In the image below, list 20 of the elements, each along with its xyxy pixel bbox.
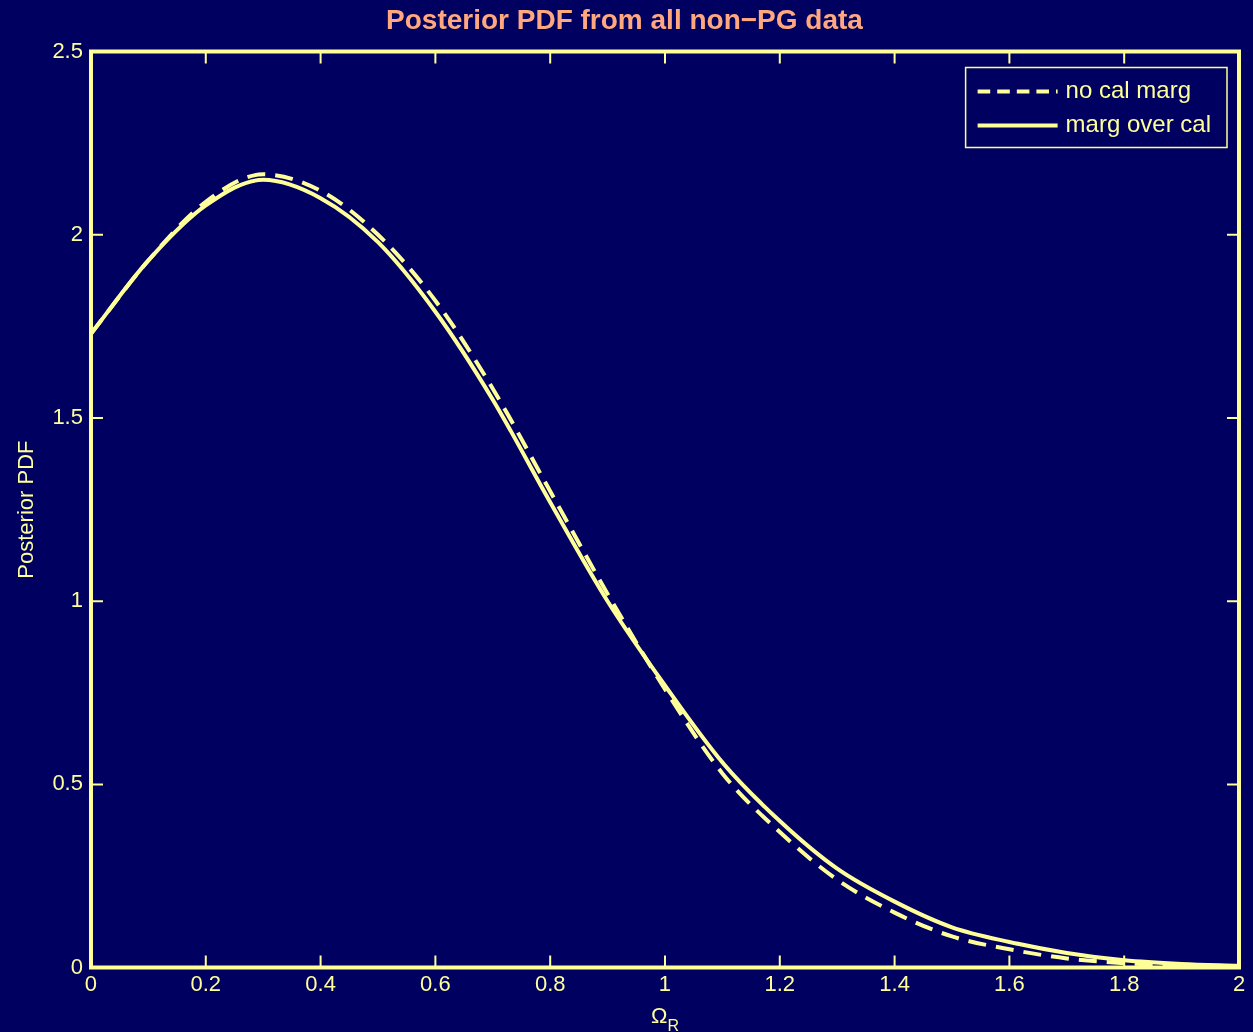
y-tick-label: 2 [70,220,83,246]
legend-label: no cal marg [1065,76,1192,104]
legend-label: marg over cal [1065,110,1212,138]
x-tick-label: 0.2 [190,970,222,996]
x-tick-label: 0.6 [420,970,451,996]
y-tick-label: 1 [70,587,83,613]
y-tick-label: 0 [70,953,83,979]
x-tick-label: 1 [658,970,672,996]
x-tick-label: 1.4 [879,970,910,996]
y-tick-label: 0.5 [52,770,83,796]
y-tick-label: 1.5 [52,404,83,430]
chart-title: Posterior PDF from all non−PG data [386,3,864,35]
x-tick-label: 0.4 [305,970,336,996]
y-tick-label: 2.5 [52,37,83,63]
x-tick-label: 2 [1232,970,1246,996]
x-tick-label: 0.8 [534,970,566,996]
y-axis-title: Posterior PDF [13,440,39,579]
x-tick-label: 1.6 [994,970,1025,996]
x-tick-label: 1.2 [764,970,796,996]
x-tick-label: 1.8 [1108,970,1140,996]
